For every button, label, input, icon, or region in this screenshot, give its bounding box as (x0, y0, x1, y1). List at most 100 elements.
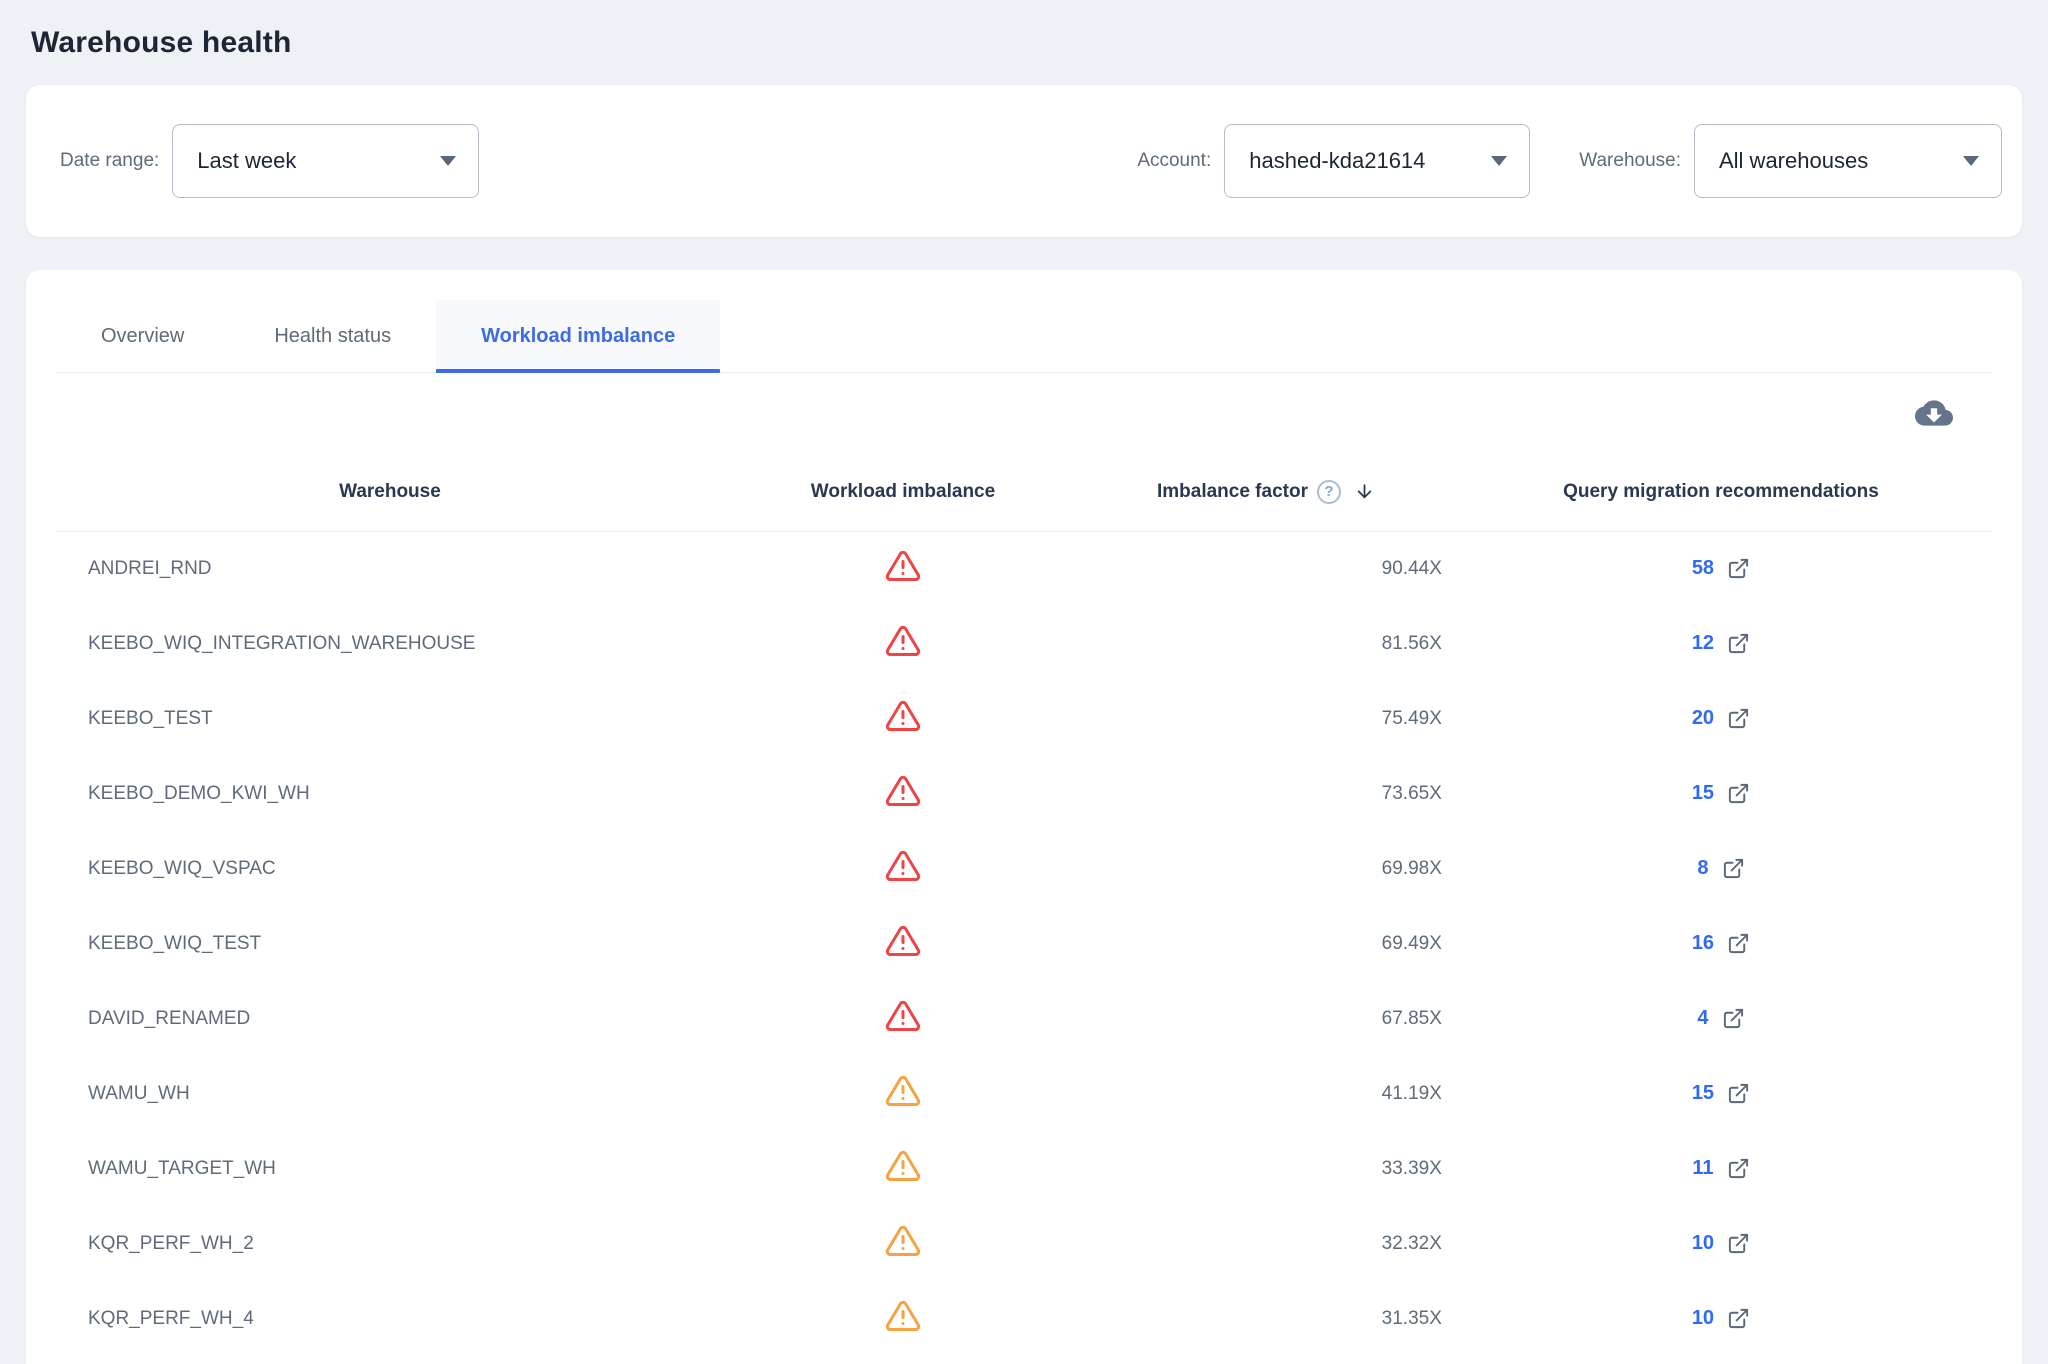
chevron-down-icon (440, 156, 456, 166)
header-workload-imbalance: Workload imbalance (724, 453, 1082, 531)
warehouse-name: DAVID_RENAMED (56, 981, 724, 1056)
warehouse-select[interactable]: All warehouses (1694, 124, 2002, 198)
header-imbalance-factor-label: Imbalance factor (1157, 481, 1308, 503)
table-row: KQR_PERF_WH_2 32.32X 10 (56, 1206, 1992, 1281)
recommendations-count: 12 (1692, 632, 1714, 655)
table-row: WAMU_WH 41.19X 15 (56, 1056, 1992, 1131)
warehouse-name: ANDREI_RND (56, 531, 724, 606)
external-link-icon (1727, 1157, 1750, 1180)
imbalance-factor-value: 41.19X (1382, 1083, 1442, 1104)
warning-triangle-icon (885, 773, 921, 809)
external-link-icon (1727, 1082, 1750, 1105)
imbalance-factor-value: 69.98X (1382, 858, 1442, 879)
cloud-download-icon (1915, 394, 1953, 432)
help-icon[interactable]: ? (1317, 480, 1341, 504)
recommendations-count: 10 (1692, 1232, 1714, 1255)
recommendations-link[interactable]: 11 (1692, 1157, 1749, 1180)
recommendations-link[interactable]: 8 (1697, 857, 1744, 880)
warehouse-name: KQR_PERF_WH_2 (56, 1206, 724, 1281)
recommendations-count: 16 (1692, 932, 1714, 955)
warning-triangle-icon (885, 1148, 921, 1184)
account-filter: Account: hashed-kda21614 (1137, 124, 1530, 198)
imbalance-factor-value: 32.32X (1382, 1233, 1442, 1254)
sort-desc-icon[interactable] (1354, 481, 1375, 502)
recommendations-count: 11 (1692, 1157, 1713, 1180)
warning-triangle-icon (885, 698, 921, 734)
recommendations-link[interactable]: 15 (1692, 1082, 1750, 1105)
warning-triangle-icon (885, 548, 921, 584)
external-link-icon (1727, 782, 1750, 805)
warning-triangle-icon (885, 848, 921, 884)
tab-bar: Overview Health status Workload imbalanc… (56, 270, 1992, 373)
table-toolbar (56, 373, 1992, 453)
recommendations-link[interactable]: 10 (1692, 1232, 1750, 1255)
download-button[interactable] (1912, 391, 1956, 435)
header-imbalance-factor[interactable]: Imbalance factor ? (1082, 453, 1450, 531)
warning-triangle-icon (885, 923, 921, 959)
tab-workload-imbalance[interactable]: Workload imbalance (436, 300, 720, 372)
warning-triangle-icon (885, 998, 921, 1034)
account-select[interactable]: hashed-kda21614 (1224, 124, 1530, 198)
imbalance-factor-value: 33.39X (1382, 1158, 1442, 1179)
recommendations-link[interactable]: 10 (1692, 1307, 1750, 1330)
external-link-icon (1727, 707, 1750, 730)
workload-imbalance-table: Warehouse Workload imbalance Imbalance f… (56, 453, 1992, 1356)
date-range-filter: Date range: Last week (60, 124, 479, 198)
warehouse-name: WAMU_WH (56, 1056, 724, 1131)
table-row: DAVID_RENAMED 67.85X 4 (56, 981, 1992, 1056)
imbalance-factor-value: 73.65X (1382, 783, 1442, 804)
table-body: ANDREI_RND 90.44X 58 (56, 531, 1992, 1356)
external-link-icon (1727, 932, 1750, 955)
warning-triangle-icon (885, 1223, 921, 1259)
date-range-value: Last week (197, 148, 296, 174)
recommendations-count: 15 (1692, 782, 1714, 805)
warning-triangle-icon (885, 623, 921, 659)
recommendations-link[interactable]: 12 (1692, 632, 1750, 655)
tab-overview[interactable]: Overview (56, 300, 229, 372)
warehouse-value: All warehouses (1719, 148, 1868, 174)
table-row: KEEBO_WIQ_VSPAC 69.98X 8 (56, 831, 1992, 906)
chevron-down-icon (1963, 156, 1979, 166)
warehouse-label: Warehouse: (1579, 150, 1681, 172)
recommendations-count: 4 (1697, 1007, 1708, 1030)
page-title: Warehouse health (0, 0, 2048, 60)
warehouse-name: WAMU_TARGET_WH (56, 1131, 724, 1206)
external-link-icon (1727, 557, 1750, 580)
account-label: Account: (1137, 150, 1211, 172)
tab-health-status[interactable]: Health status (229, 300, 436, 372)
chevron-down-icon (1491, 156, 1507, 166)
header-warehouse: Warehouse (56, 453, 724, 531)
table-row: KEEBO_WIQ_INTEGRATION_WAREHOUSE 81.56X 1… (56, 606, 1992, 681)
imbalance-factor-value: 81.56X (1382, 633, 1442, 654)
imbalance-factor-value: 67.85X (1382, 1008, 1442, 1029)
table-row: KEEBO_WIQ_TEST 69.49X 16 (56, 906, 1992, 981)
table-row: KEEBO_TEST 75.49X 20 (56, 681, 1992, 756)
date-range-label: Date range: (60, 150, 159, 172)
imbalance-factor-value: 69.49X (1382, 933, 1442, 954)
warehouse-name: KEEBO_TEST (56, 681, 724, 756)
table-header-row: Warehouse Workload imbalance Imbalance f… (56, 453, 1992, 531)
imbalance-factor-value: 75.49X (1382, 708, 1442, 729)
recommendations-count: 58 (1692, 557, 1714, 580)
table-row: KQR_PERF_WH_4 31.35X 10 (56, 1281, 1992, 1356)
imbalance-factor-value: 31.35X (1382, 1308, 1442, 1329)
warehouse-name: KEEBO_WIQ_VSPAC (56, 831, 724, 906)
recommendations-link[interactable]: 16 (1692, 932, 1750, 955)
date-range-select[interactable]: Last week (172, 124, 479, 198)
external-link-icon (1727, 1232, 1750, 1255)
table-row: WAMU_TARGET_WH 33.39X 11 (56, 1131, 1992, 1206)
recommendations-count: 10 (1692, 1307, 1714, 1330)
recommendations-count: 8 (1697, 857, 1708, 880)
recommendations-link[interactable]: 4 (1697, 1007, 1744, 1030)
recommendations-link[interactable]: 15 (1692, 782, 1750, 805)
warehouse-name: KEEBO_DEMO_KWI_WH (56, 756, 724, 831)
table-row: KEEBO_DEMO_KWI_WH 73.65X 15 (56, 756, 1992, 831)
warning-triangle-icon (885, 1073, 921, 1109)
recommendations-count: 15 (1692, 1082, 1714, 1105)
recommendations-link[interactable]: 58 (1692, 557, 1750, 580)
recommendations-link[interactable]: 20 (1692, 707, 1750, 730)
imbalance-factor-value: 90.44X (1382, 558, 1442, 579)
main-card: Overview Health status Workload imbalanc… (26, 270, 2022, 1364)
header-query-migration-recommendations: Query migration recommendations (1450, 453, 1992, 531)
external-link-icon (1727, 632, 1750, 655)
